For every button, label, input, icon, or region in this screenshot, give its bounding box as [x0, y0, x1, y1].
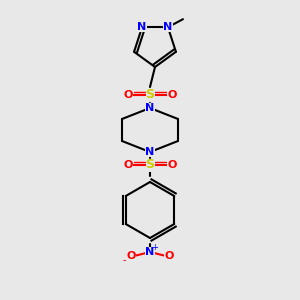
Text: N: N	[146, 247, 154, 257]
Text: N: N	[137, 22, 147, 32]
Text: O: O	[167, 90, 177, 100]
Text: -: -	[122, 255, 126, 265]
Text: O: O	[164, 251, 174, 261]
Text: N: N	[146, 147, 154, 157]
Text: N: N	[163, 22, 172, 32]
Text: S: S	[146, 158, 154, 172]
Text: O: O	[123, 160, 133, 170]
Text: N: N	[146, 103, 154, 113]
Text: O: O	[126, 251, 136, 261]
Text: S: S	[146, 88, 154, 101]
Text: O: O	[123, 90, 133, 100]
Text: O: O	[167, 160, 177, 170]
Text: +: +	[152, 244, 158, 253]
